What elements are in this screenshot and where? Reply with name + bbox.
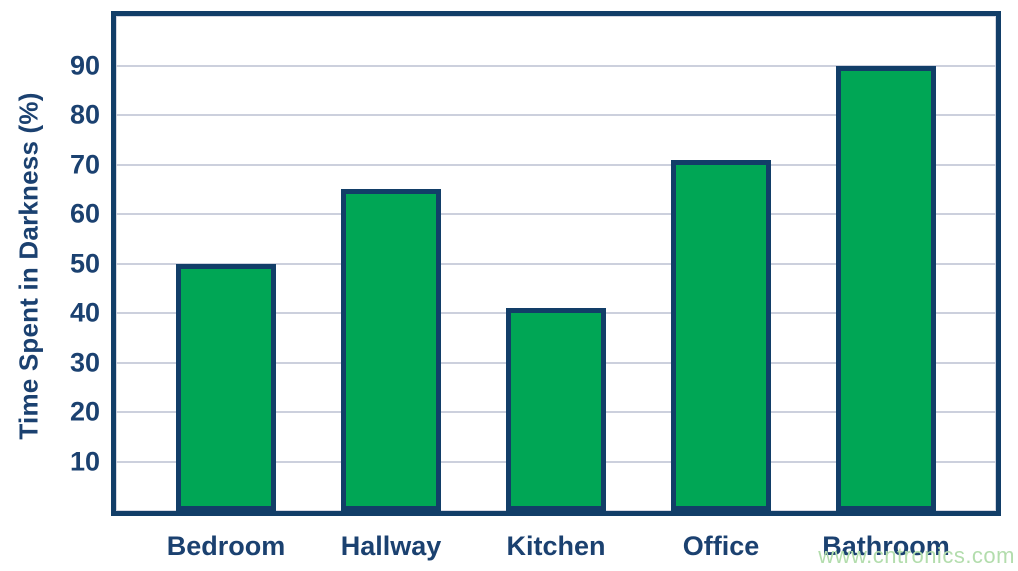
x-axis-label: Kitchen bbox=[506, 531, 606, 561]
bar bbox=[671, 159, 771, 511]
bar bbox=[506, 308, 606, 511]
y-tick-label: 80 bbox=[69, 99, 100, 130]
y-tick-label: 90 bbox=[69, 50, 100, 80]
y-tick-label: 50 bbox=[69, 248, 100, 278]
gridline bbox=[116, 64, 996, 67]
x-axis-label: Bathroom bbox=[822, 531, 950, 561]
x-axis-label: Office bbox=[682, 531, 760, 561]
bar bbox=[836, 65, 936, 511]
x-axis-label: Hallway bbox=[340, 531, 442, 561]
y-axis-tick-labels: 10 20 30 40 50 60 70 80 90 bbox=[0, 16, 100, 511]
plot-area bbox=[111, 11, 1001, 516]
y-tick-label: 10 bbox=[69, 446, 100, 476]
y-tick-label: 70 bbox=[69, 149, 100, 179]
bar bbox=[341, 189, 441, 511]
gridline bbox=[116, 114, 996, 116]
bar bbox=[176, 263, 276, 511]
x-axis-category-labels: Bedroom Hallway Kitchen Office Bathroom bbox=[116, 531, 996, 567]
gridline bbox=[116, 213, 996, 215]
gridline bbox=[116, 163, 996, 166]
x-axis-label: Bedroom bbox=[166, 531, 286, 561]
y-tick-label: 60 bbox=[69, 198, 100, 229]
y-tick-label: 40 bbox=[69, 297, 100, 328]
watermark-text: www.cntronics.com bbox=[818, 543, 1015, 568]
gridline bbox=[116, 262, 996, 265]
y-tick-label: 30 bbox=[69, 347, 100, 377]
y-tick-label: 20 bbox=[69, 396, 100, 427]
